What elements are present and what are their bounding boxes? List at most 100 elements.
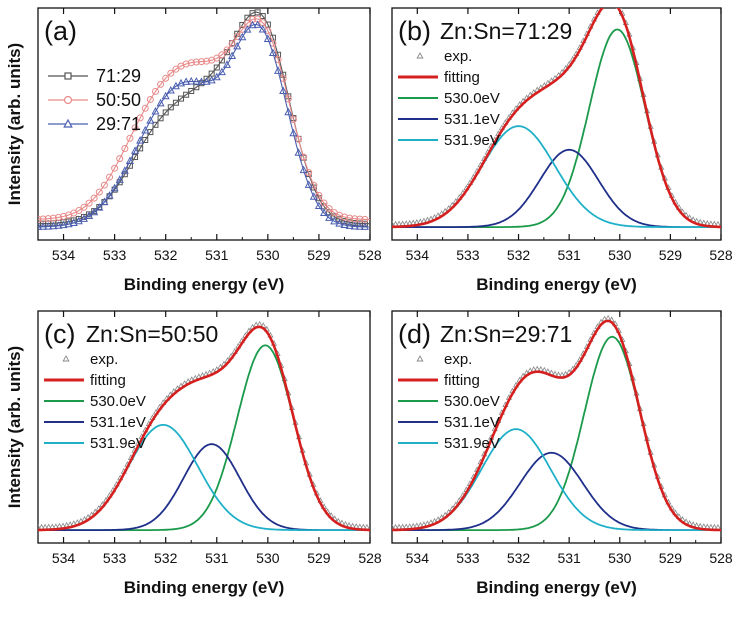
- data-point: [233, 41, 242, 50]
- legend-label: 531.1eV: [90, 414, 146, 431]
- data-point: [178, 95, 185, 102]
- data-point: [38, 215, 42, 223]
- x-tick-label: 530: [608, 247, 632, 263]
- data-point: [137, 145, 144, 152]
- data-point: [345, 221, 354, 229]
- data-point: [223, 46, 231, 54]
- data-point: [284, 107, 293, 116]
- legend-label: fitting: [90, 372, 126, 389]
- data-point: [320, 199, 328, 207]
- data-point: [176, 78, 186, 87]
- data-point: [146, 116, 155, 124]
- plot-area: [38, 320, 370, 532]
- x-tick-label: 528: [709, 247, 733, 263]
- data-point: [325, 213, 334, 221]
- data-point: [172, 65, 180, 73]
- exp-data-point: [609, 0, 614, 2]
- data-point: [167, 69, 175, 77]
- data-point: [182, 77, 191, 85]
- data-point: [85, 211, 94, 219]
- exp-data-point: [602, 0, 607, 4]
- fitting-curve: [38, 325, 370, 532]
- component-530.0eV: [392, 335, 721, 531]
- data-point: [248, 20, 257, 29]
- data-point: [95, 188, 103, 196]
- data-point: [69, 218, 78, 226]
- data-point: [218, 51, 226, 59]
- x-tick-label: 533: [456, 247, 480, 263]
- data-point: [142, 136, 149, 143]
- data-point: [340, 213, 348, 221]
- data-point: [60, 212, 68, 220]
- data-point: [80, 203, 88, 211]
- data-point: [121, 145, 129, 153]
- data-point: [105, 191, 114, 199]
- legend-label: 531.9eV: [444, 132, 500, 149]
- data-point: [75, 207, 83, 215]
- legend-label: exp.: [444, 48, 472, 65]
- data-point: [350, 221, 359, 230]
- data-point: [325, 205, 333, 213]
- data-point: [120, 166, 129, 174]
- x-tick-label: 531: [557, 247, 581, 263]
- plot-frame: [391, 310, 722, 544]
- x-tick-label: 528: [709, 550, 733, 566]
- data-point: [136, 114, 144, 122]
- x-tick-label: 533: [103, 247, 127, 263]
- data-point: [294, 148, 303, 156]
- x-tick-label: 533: [456, 550, 480, 566]
- panel-title: Zn:Sn=71:29: [440, 18, 572, 44]
- x-tick-label: 531: [205, 247, 229, 263]
- legend-label: 531.9eV: [444, 435, 500, 452]
- data-point: [166, 85, 175, 94]
- data-point: [85, 199, 93, 207]
- legend-marker: [62, 355, 70, 362]
- panel-d: 534 533 532 531 530 529 528 Binding energy (eV)…: [391, 310, 733, 597]
- data-point: [330, 216, 339, 225]
- x-tick-label: 529: [659, 247, 683, 263]
- plot-frame: [37, 310, 371, 544]
- x-tick-label: 530: [256, 550, 280, 566]
- data-point: [162, 74, 170, 82]
- legend-label: fitting: [444, 69, 480, 86]
- panel-label: (a): [44, 16, 77, 46]
- data-point: [335, 219, 344, 227]
- panel-title: Zn:Sn=29:71: [440, 321, 572, 347]
- data-point: [213, 54, 221, 62]
- data-point: [146, 95, 154, 103]
- data-point: [106, 173, 114, 181]
- exp-data-point: [38, 523, 42, 530]
- data-point: [213, 64, 220, 71]
- data-point: [361, 215, 369, 223]
- data-point: [192, 77, 201, 85]
- data-point: [258, 24, 267, 33]
- x-tick-label: 532: [154, 550, 178, 566]
- legend-label: 530.0eV: [444, 393, 500, 410]
- data-point: [152, 121, 159, 128]
- x-axis-label: Binding energy (eV): [124, 578, 285, 597]
- data-point: [100, 197, 109, 206]
- data-point: [254, 9, 261, 16]
- data-point: [54, 221, 63, 229]
- x-tick-label: 529: [307, 247, 331, 263]
- data-point: [90, 194, 98, 202]
- legend-label: 50:50: [96, 90, 141, 110]
- data-point: [95, 203, 104, 211]
- data-point: [116, 155, 124, 163]
- panel-label: (c): [44, 319, 75, 349]
- legend-label: exp.: [90, 351, 118, 368]
- exp-data-point: [363, 523, 370, 530]
- data-point: [141, 104, 149, 112]
- plot-area: [392, 314, 721, 532]
- data-point: [44, 222, 53, 230]
- panel-a: 534 533 532 531 530 529 528 Binding energy (eV)…: [5, 7, 382, 294]
- data-point: [193, 84, 200, 91]
- data-point: [161, 91, 170, 100]
- y-axis-label: Intensity (arb. units): [5, 43, 24, 205]
- data-point: [131, 124, 139, 132]
- data-point: [151, 87, 159, 95]
- data-point: [263, 34, 272, 42]
- data-point: [361, 220, 368, 227]
- legend-marker: [416, 355, 424, 362]
